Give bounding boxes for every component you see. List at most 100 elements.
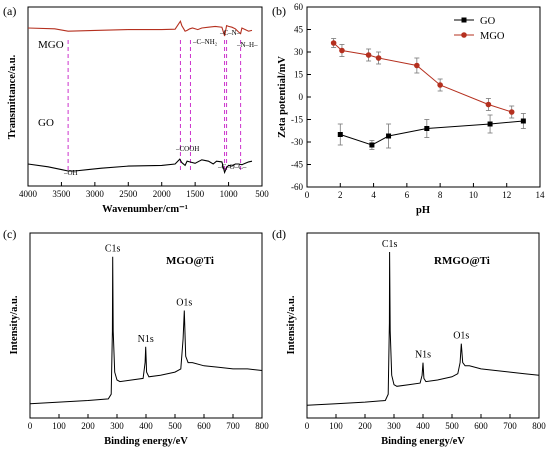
- xps-rmgo-x-tick-label-700: 700: [503, 421, 517, 431]
- ftir-x-tick-label-3000: 3000: [86, 189, 105, 199]
- ftir-series-lines: [27, 19, 253, 175]
- zeta-y-tick-label-30: 30: [294, 47, 304, 57]
- ftir-x-tick-label-2000: 2000: [153, 189, 172, 199]
- xps-rmgo-x-tick-label-800: 800: [532, 421, 546, 431]
- ftir-x-tick-label-3500: 3500: [52, 189, 71, 199]
- ftir-x-tick-label-500: 500: [255, 189, 269, 199]
- xps-rmgo-plot-frame: [306, 232, 540, 419]
- zeta-point-mgo-2: [365, 52, 372, 58]
- ftir-annotation-cnh2: –C–NH₂: [192, 38, 218, 46]
- zeta-line-go: [340, 120, 524, 146]
- xps-rmgo-spectrum: [306, 251, 540, 406]
- zeta-point-mgo-3: [375, 55, 382, 61]
- ftir-x-tick-label-4000: 4000: [19, 189, 38, 199]
- xps-mgo-peak-label-n1s: N1s: [138, 334, 154, 345]
- zeta-x-tick-label-14: 14: [536, 190, 546, 200]
- zeta-x-axis-title: pH: [416, 205, 430, 216]
- zeta-y-ticks: 60 45 30 15 0 -15 -30 -45 -60: [291, 2, 311, 192]
- panel-label-b: (b): [272, 4, 286, 18]
- xps-mgo-x-tick-label-300: 300: [110, 421, 124, 431]
- xps-rmgo-x-tick-label-500: 500: [445, 421, 459, 431]
- xps-mgo-peak-labels: C1s N1s O1s: [105, 244, 193, 345]
- xps-rmgo-x-tick-label-100: 100: [329, 421, 343, 431]
- zeta-point-mgo-5: [437, 82, 443, 88]
- zeta-legend: GO MGO: [454, 16, 505, 42]
- zeta-point-go-5: [520, 118, 526, 124]
- ftir-annotation-nh: –N–H–: [236, 41, 258, 49]
- ftir-series-label-go: GO: [38, 117, 54, 129]
- zeta-point-go-1: [369, 142, 375, 148]
- zeta-point-go-0: [337, 132, 343, 137]
- ftir-line-go: [27, 158, 253, 175]
- xps-rmgo-peak-labels: C1s N1s O1s: [382, 239, 470, 361]
- zeta-y-tick-label-45: 45: [294, 25, 304, 35]
- zeta-y-tick-label--60: -60: [291, 182, 303, 192]
- ftir-x-tick-label-1000: 1000: [220, 189, 239, 199]
- ftir-annotation-cooh: –COOH: [175, 145, 199, 153]
- ftir-line-mgo: [27, 19, 253, 37]
- xps-rmgo-x-axis-title: Binding energy/eV: [381, 436, 465, 447]
- xps-mgo-x-tick-label-200: 200: [81, 421, 95, 431]
- ftir-chart: 4000 3500 3000 2500 2000 1500 1000 500 MGO GO –…: [7, 6, 269, 215]
- xps-rmgo-peak-label-o1s: O1s: [453, 331, 469, 342]
- panel-label-a: (a): [3, 4, 16, 18]
- xps-rmgo-x-tick-label-400: 400: [416, 421, 430, 431]
- xps-mgo-x-tick-label-0: 0: [28, 421, 33, 431]
- xps-mgo-x-tick-label-600: 600: [197, 421, 211, 431]
- xps-mgo-y-axis-title: Intensity/a.u.: [9, 295, 20, 354]
- zeta-plot-frame: [306, 6, 541, 188]
- xps-rmgo-x-tick-label-0: 0: [305, 421, 310, 431]
- zeta-point-mgo-1: [339, 47, 345, 54]
- ftir-x-axis-title: Wavenumber/cm⁻¹: [102, 204, 188, 215]
- ftir-annotation-coc: –C–O–C–: [217, 163, 247, 171]
- xps-rmgo-peak-label-c1s: C1s: [382, 239, 398, 250]
- zeta-y-tick-label--15: -15: [291, 115, 303, 125]
- zeta-y-tick-label--45: -45: [291, 160, 303, 170]
- zeta-chart: 0 2 4 6 8 10 12 14 60 45 30 15 0 -15 -30 -45 -60 GO MGO…: [277, 2, 545, 216]
- zeta-x-tick-label-10: 10: [469, 190, 479, 200]
- xps-mgo-x-ticks: 0 100 200 300 400 500 600 700 800: [28, 414, 269, 431]
- xps-rmgo-peak-label-n1s: N1s: [415, 350, 431, 361]
- zeta-x-tick-label-8: 8: [438, 190, 443, 200]
- xps-rmgo-x-tick-label-600: 600: [474, 421, 488, 431]
- ftir-x-tick-label-1500: 1500: [186, 189, 205, 199]
- zeta-point-mgo-7: [508, 109, 515, 115]
- zeta-y-tick-label-15: 15: [294, 70, 304, 80]
- ftir-x-tick-label-2500: 2500: [119, 189, 138, 199]
- zeta-point-go-3: [424, 126, 430, 131]
- zeta-y-axis-title: Zeta potential/mV: [277, 56, 288, 138]
- legend-mgo-label: MGO: [480, 31, 505, 42]
- panel-label-c: (c): [3, 227, 16, 241]
- legend-go-marker: [461, 17, 467, 23]
- zeta-x-tick-label-4: 4: [371, 190, 376, 200]
- xps-mgo-peak-label-c1s: C1s: [105, 244, 121, 255]
- xps-mgo-x-tick-label-700: 700: [226, 421, 240, 431]
- panel-label-d: (d): [272, 227, 286, 241]
- zeta-point-mgo-4: [414, 62, 420, 69]
- zeta-point-go-4: [487, 121, 493, 127]
- xps-rmgo-x-tick-label-300: 300: [387, 421, 401, 431]
- zeta-x-ticks: 0 2 4 6 8 10 12 14: [305, 183, 545, 200]
- ftir-annotation-oh: –OH: [63, 169, 78, 177]
- zeta-x-tick-label-2: 2: [338, 190, 343, 200]
- ftir-plot-frame: [27, 6, 263, 187]
- zeta-y-tick-label-60: 60: [294, 2, 304, 12]
- xps-mgo-x-axis-title: Binding energy/eV: [104, 436, 188, 447]
- zeta-x-tick-label-6: 6: [405, 190, 410, 200]
- zeta-x-tick-label-12: 12: [502, 190, 511, 200]
- zeta-point-mgo-6: [485, 101, 492, 108]
- xps-mgo-x-tick-label-400: 400: [139, 421, 153, 431]
- xps-mgo-spectrum: [29, 256, 263, 405]
- xps-mgo-plot-frame: [29, 232, 263, 419]
- ftir-series-label-mgo: MGO: [38, 39, 64, 51]
- legend-go-label: GO: [480, 16, 496, 27]
- xps-mgo-spectrum-line: [29, 256, 263, 405]
- ftir-annotation-cn: –C–N–: [219, 29, 241, 37]
- xps-mgo-chart: 0 100 200 300 400 500 600 700 800 C1s N1s O1s MGO@…: [9, 232, 269, 447]
- zeta-series: [330, 38, 526, 150]
- xps-rmgo-chart: 0 100 200 300 400 500 600 700 800 C1s N1s O1s RMGO…: [286, 232, 546, 447]
- zeta-y-tick-label-0: 0: [299, 92, 304, 102]
- zeta-point-mgo-0: [330, 40, 337, 46]
- zeta-line-mgo: [333, 42, 512, 113]
